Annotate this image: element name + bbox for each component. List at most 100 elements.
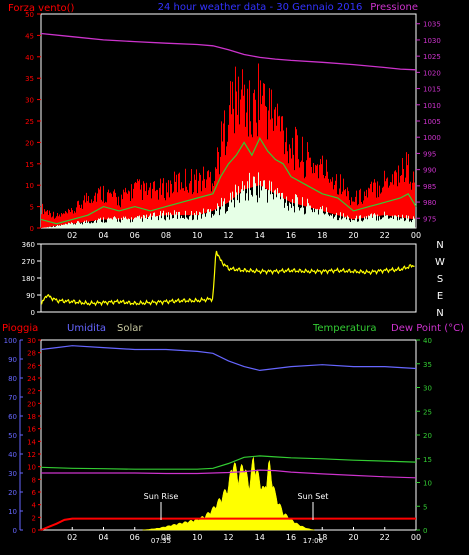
y-tick-label: 40 (25, 54, 34, 62)
y-tick-label: 14 (27, 438, 36, 446)
y-tick-label: 30 (8, 470, 17, 478)
y-tick-label: 40 (423, 337, 432, 345)
y-tick-label: 10 (8, 508, 17, 516)
x-tick-label: 20 (348, 533, 358, 542)
y-tick-label: 0 (13, 527, 17, 535)
x-tick-label: 18 (317, 231, 327, 240)
bottom-x-axis: 02 04 06 08 10 12 14 16 18 20 22 00 (67, 527, 421, 542)
y-tick-label: 25 (423, 408, 432, 416)
x-tick-label: 10 (192, 533, 202, 542)
x-tick-label: 16 (286, 231, 296, 240)
y-tick-label: 0 (423, 527, 427, 535)
sunrise-label: Sun Rise (144, 492, 179, 501)
x-tick-label: 22 (380, 533, 390, 542)
y-tick-label: 90 (26, 292, 35, 300)
y-tick-label: 180 (22, 275, 35, 283)
compass-label: W (435, 257, 445, 268)
y-tick-label: 25 (25, 118, 34, 126)
compass-label: N (436, 240, 443, 251)
top-left-axis: 0 5 10 15 20 25 30 35 40 45 50 (25, 11, 41, 233)
pressure-label: Pressione (370, 2, 418, 13)
y-tick-label: 15 (25, 161, 34, 169)
y-tick-label: 26 (27, 362, 36, 370)
y-tick-label: 18 (27, 413, 36, 421)
humidity-line (40, 345, 417, 372)
y-tick-label: 985 (423, 183, 436, 191)
x-tick-label: 20 (348, 231, 358, 240)
y-tick-label: 270 (22, 258, 35, 266)
y-tick-label: 1000 (423, 134, 441, 142)
y-tick-label: 6 (32, 489, 37, 497)
bottom-panel: Pioggia Umidita Solar Temperatura Dew Po… (2, 323, 464, 545)
x-tick-label: 22 (380, 231, 390, 240)
y-tick-label: 1010 (423, 102, 441, 110)
humidity-label: Umidita (67, 323, 106, 334)
wind-left-axis: 0 90 180 270 360 (22, 241, 41, 317)
wind-series (40, 250, 415, 307)
x-tick-label: 08 (161, 533, 171, 542)
top-series (40, 32, 417, 228)
y-tick-label: 80 (8, 375, 17, 383)
y-tick-label: 15 (423, 456, 432, 464)
sunset-time: 17:06 (303, 537, 324, 545)
y-tick-label: 12 (27, 451, 36, 459)
y-tick-label: 1005 (423, 118, 441, 126)
dew-point-line (41, 469, 417, 479)
y-tick-label: 0 (32, 527, 36, 535)
y-tick-label: 30 (25, 97, 34, 105)
wind-direction-line (40, 250, 415, 307)
y-tick-label: 16 (27, 426, 36, 434)
y-tick-label: 4 (32, 502, 37, 510)
x-tick-label: 16 (286, 533, 296, 542)
temperature-label: Temperatura (312, 323, 377, 334)
y-tick-label: 45 (25, 32, 34, 40)
x-tick-label: 08 (161, 231, 171, 240)
y-tick-label: 8 (32, 476, 36, 484)
y-tick-label: 30 (27, 337, 36, 345)
x-tick-label: 02 (67, 533, 77, 542)
bottom-left-outer-axis: 0 10 20 30 40 50 60 70 80 90 100 (4, 337, 23, 535)
x-tick-label: 02 (67, 231, 77, 240)
y-tick-label: 24 (27, 375, 36, 383)
y-tick-label: 35 (25, 75, 34, 83)
sunset-label: Sun Set (298, 492, 329, 501)
y-tick-label: 1035 (423, 21, 441, 29)
y-tick-label: 20 (25, 139, 34, 147)
y-tick-label: 90 (8, 356, 17, 364)
solar-area (142, 457, 315, 531)
y-tick-label: 28 (27, 350, 36, 358)
y-tick-label: 1020 (423, 69, 441, 77)
x-tick-label: 18 (317, 533, 327, 542)
dew-point-label: Dew Point (°C) (391, 323, 464, 334)
x-tick-label: 00 (411, 533, 421, 542)
y-tick-label: 1030 (423, 37, 441, 45)
chart-title: 24 hour weather data - 30 Gennaio 2016 (158, 2, 363, 13)
x-tick-label: 14 (255, 231, 265, 240)
compass-label: S (437, 274, 443, 285)
y-tick-label: 35 (423, 361, 432, 369)
y-tick-label: 30 (423, 385, 432, 393)
y-tick-label: 10 (25, 182, 34, 190)
bottom-right-axis: 0 5 10 15 20 25 30 35 40 (416, 337, 432, 535)
y-tick-label: 990 (423, 167, 436, 175)
compass-label: E (437, 291, 443, 302)
y-tick-label: 40 (8, 451, 17, 459)
y-tick-label: 980 (423, 199, 436, 207)
temperature-line (40, 455, 417, 470)
rain-line (40, 517, 416, 531)
y-tick-label: 50 (8, 432, 17, 440)
y-tick-label: 1025 (423, 53, 441, 61)
y-tick-label: 20 (27, 400, 36, 408)
y-tick-label: 20 (8, 489, 17, 497)
y-tick-label: 2 (32, 514, 36, 522)
top-right-axis: 975 980 985 990 995 1000 1005 1010 1015 1020 1025 1… (416, 21, 441, 223)
y-tick-label: 995 (423, 150, 436, 158)
rain-label: Pioggia (2, 323, 38, 334)
y-tick-label: 100 (4, 337, 17, 345)
wind-force-label: Forza vento() (8, 3, 75, 14)
y-tick-label: 10 (423, 480, 432, 488)
y-tick-label: 5 (30, 204, 34, 212)
y-tick-label: 50 (25, 11, 34, 19)
